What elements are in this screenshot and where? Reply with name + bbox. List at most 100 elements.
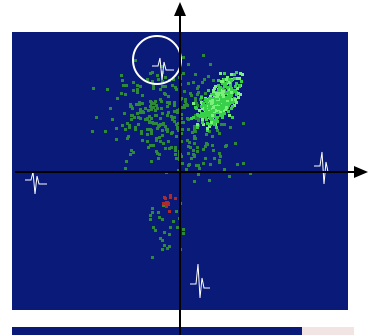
point [225,103,228,106]
point [202,162,205,165]
point [122,84,125,87]
point [136,112,139,115]
point [187,128,190,131]
point [196,87,199,90]
point [164,147,167,150]
point [139,117,142,120]
point [219,110,222,113]
point [202,123,205,126]
point [173,101,176,104]
point [150,108,153,111]
point [219,106,222,109]
point [209,105,212,108]
point [158,216,161,219]
point [208,115,211,118]
point [206,102,209,105]
point [192,81,195,84]
point [183,106,186,109]
point [221,100,224,103]
point [197,173,200,176]
point [137,116,140,119]
point [164,125,167,128]
point [234,85,237,88]
point [166,101,169,104]
point [128,126,131,129]
point [221,113,224,116]
point [193,135,196,138]
point [230,73,233,76]
point [190,94,193,97]
waveform-top [152,57,174,81]
point [155,114,158,117]
point [155,122,158,125]
point [124,167,127,170]
point [151,71,154,74]
point [206,129,209,132]
point [137,123,140,126]
point [207,89,210,92]
point [141,139,144,142]
point [149,218,152,221]
point [176,109,179,112]
point [211,99,214,102]
point [115,138,118,141]
point [156,74,159,77]
point [139,108,142,111]
point [187,82,190,85]
point [197,116,200,119]
point [174,146,177,149]
point [194,73,197,76]
point [123,112,126,115]
point [161,218,164,221]
point [225,91,228,94]
point [182,228,185,231]
point [129,105,132,108]
point [194,114,197,117]
point [230,87,233,90]
point [149,105,152,108]
point [229,126,232,129]
point [207,75,210,78]
point [162,204,165,207]
point [132,81,135,84]
point [168,147,171,150]
point [201,118,204,121]
point [213,87,216,90]
point [187,145,190,148]
point [210,93,213,96]
point [128,124,131,127]
point [169,194,172,197]
point [206,122,209,125]
point [195,164,198,167]
point [149,214,152,217]
point [211,135,214,138]
point [207,110,210,113]
point [183,104,186,107]
point [215,109,218,112]
point [219,72,222,75]
point [176,111,179,114]
point [185,103,188,106]
point [168,101,171,104]
point [218,102,221,105]
point [227,110,230,113]
point [205,100,208,103]
point [238,84,241,87]
point [223,123,226,126]
point [223,168,226,171]
point [202,102,205,105]
point [210,97,213,100]
point [209,63,212,66]
point [171,118,174,121]
point [196,146,199,149]
point [164,85,167,88]
point [221,80,224,83]
point [104,130,107,133]
point [127,135,130,138]
point [239,93,242,96]
point [120,74,123,77]
point [159,98,162,101]
point [228,95,231,98]
point [131,114,134,117]
